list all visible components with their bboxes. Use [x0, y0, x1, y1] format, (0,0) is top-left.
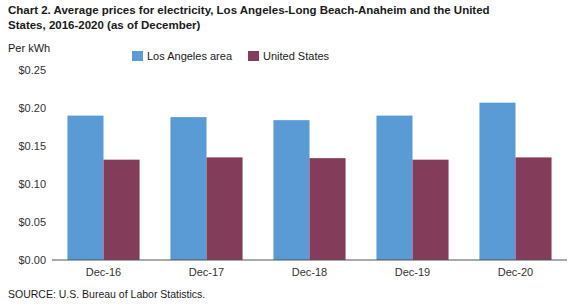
x-tick-label: Dec-18 — [292, 266, 327, 278]
bar — [310, 158, 346, 260]
bar — [413, 160, 449, 260]
title: Chart 2. Average prices for electricity,… — [8, 4, 490, 16]
x-tick-label: Dec-20 — [498, 266, 533, 278]
bar — [273, 120, 309, 260]
x-tick-label: Dec-19 — [395, 266, 430, 278]
bar — [479, 103, 515, 260]
bar — [67, 116, 103, 260]
bar — [104, 160, 140, 260]
y-tick-label: $0.05 — [18, 216, 46, 228]
annotation: SOURCE: U.S. Bureau of Labor Statistics. — [8, 288, 205, 300]
legend-label: Los Angeles area — [147, 50, 233, 62]
chart: Chart 2. Average prices for electricity,… — [0, 0, 579, 304]
x-tick-label: Dec-17 — [189, 266, 224, 278]
y-tick-label: $0.20 — [18, 102, 46, 114]
y-tick-label: $0.15 — [18, 140, 46, 152]
x-axis — [52, 260, 567, 261]
bars — [67, 103, 551, 260]
title: States, 2016-2020 (as of December) — [8, 19, 201, 31]
legend: Los Angeles area United States — [132, 50, 330, 62]
y-tick-label: $0.10 — [18, 178, 46, 190]
bar — [376, 116, 412, 260]
x-tick-label: Dec-16 — [86, 266, 121, 278]
y-axis-label: Per kWh — [8, 42, 50, 54]
bar — [516, 157, 552, 260]
legend-swatch — [248, 51, 259, 61]
y-tick-label: $0.25 — [18, 64, 46, 76]
y-tick-label: $0.00 — [18, 254, 46, 266]
legend-label: United States — [263, 50, 330, 62]
bar — [207, 157, 243, 260]
bar — [170, 117, 206, 260]
legend-swatch — [132, 51, 143, 61]
